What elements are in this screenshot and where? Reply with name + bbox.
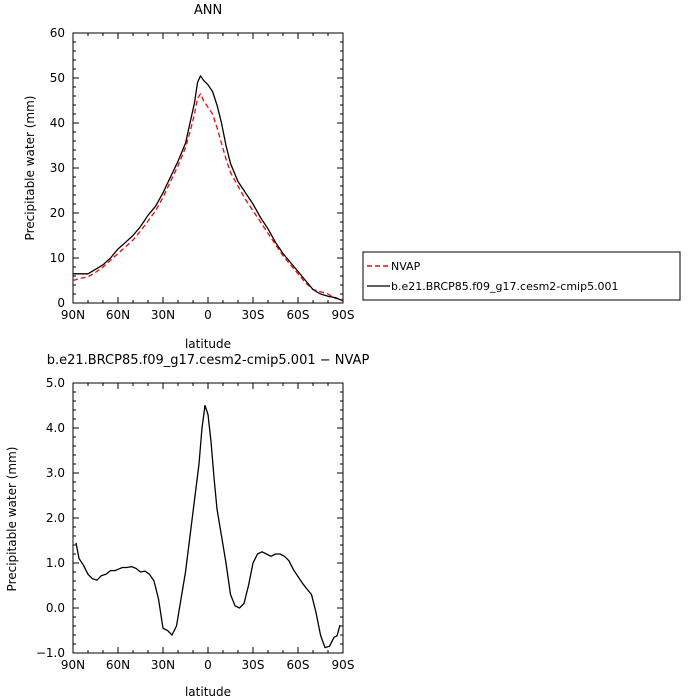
bottom-x-tick-label: 90N — [61, 658, 85, 672]
top-series-line-1 — [73, 75, 344, 302]
top-plot-frame — [72, 32, 344, 304]
bottom-x-tick-label: 60N — [106, 658, 130, 672]
top-x-tick-label: 90S — [332, 308, 355, 322]
legend-label-model: b.e21.BRCP85.f09_g17.cesm2-cmip5.001 — [391, 280, 619, 293]
top-y-tick-label: 50 — [50, 71, 65, 85]
top-y-tick-label: 60 — [50, 26, 65, 40]
bottom-x-tick-label: 90S — [332, 658, 355, 672]
bottom-y-tick-label: 1.0 — [46, 556, 65, 570]
bottom-y-tick-label: 4.0 — [46, 421, 65, 435]
top-x-tick-label: 60N — [106, 308, 130, 322]
zonal-mean-panel: ANN latitude Precipitable water (mm) 90N… — [23, 3, 354, 351]
bottom-x-tick-label: 30N — [151, 658, 175, 672]
top-series-line-0 — [72, 93, 344, 301]
bottom-x-tick-label: 30S — [242, 658, 265, 672]
top-y-tick-label: 20 — [50, 206, 65, 220]
top-y-axis-label: Precipitable water (mm) — [23, 96, 37, 241]
top-x-tick-label: 0 — [204, 308, 212, 322]
top-x-axis-label: latitude — [185, 337, 231, 351]
top-y-tick-label: 30 — [50, 161, 65, 175]
bottom-y-tick-label: 0.0 — [46, 601, 65, 615]
bottom-series-line-0 — [75, 404, 341, 649]
top-y-tick-label: 0 — [57, 296, 65, 310]
bottom-x-tick-label: 0 — [204, 658, 212, 672]
legend-box — [362, 251, 681, 301]
top-x-tick-label: 30S — [242, 308, 265, 322]
bottom-x-tick-label: 60S — [287, 658, 310, 672]
top-y-tick-label: 10 — [50, 251, 65, 265]
bottom-y-tick-label: 5.0 — [46, 376, 65, 390]
legend-label-nvap: NVAP — [391, 260, 421, 273]
bottom-y-tick-label: 3.0 — [46, 466, 65, 480]
difference-panel: b.e21.BRCP85.f09_g17.cesm2-cmip5.001 − N… — [5, 353, 369, 699]
bottom-x-axis-label: latitude — [185, 685, 231, 699]
bottom-chart-title: b.e21.BRCP85.f09_g17.cesm2-cmip5.001 − N… — [47, 353, 370, 368]
top-x-tick-label: 30N — [151, 308, 175, 322]
bottom-plot-frame — [72, 382, 344, 654]
top-x-tick-label: 90N — [61, 308, 85, 322]
bottom-y-tick-label: −1.0 — [36, 646, 65, 660]
legend: NVAP b.e21.BRCP85.f09_g17.cesm2-cmip5.00… — [362, 251, 681, 301]
bottom-y-axis-label: Precipitable water (mm) — [5, 447, 19, 592]
top-y-tick-label: 40 — [50, 116, 65, 130]
top-x-tick-label: 60S — [287, 308, 310, 322]
top-chart-title: ANN — [194, 3, 222, 18]
bottom-y-tick-label: 2.0 — [46, 511, 65, 525]
